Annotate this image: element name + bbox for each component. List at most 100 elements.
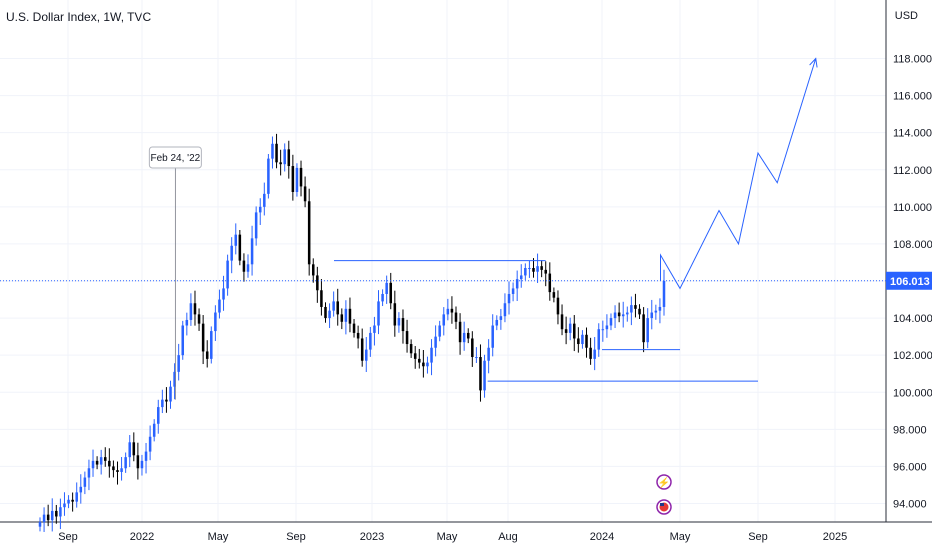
candle-body xyxy=(197,314,201,324)
candle-body xyxy=(377,301,380,326)
last-price-marker: 106.013 xyxy=(0,271,932,290)
projection-path[interactable] xyxy=(660,58,817,290)
candle-body xyxy=(185,319,189,326)
y-tick-label: 110.000 xyxy=(893,202,932,214)
candle-body xyxy=(344,308,348,322)
last-price-badge xyxy=(886,271,932,290)
x-tick-label: Sep xyxy=(58,531,78,543)
dividend-event-icon[interactable] xyxy=(656,474,672,490)
x-tick-label: May xyxy=(437,531,458,543)
y-tick-label: 100.000 xyxy=(893,387,932,399)
candle-body xyxy=(291,166,295,192)
candle-body xyxy=(124,457,127,469)
lightning-icon: ⚡ xyxy=(658,476,670,489)
candle-body xyxy=(422,362,425,367)
candle-body xyxy=(556,297,560,315)
currency-label[interactable]: USD xyxy=(894,10,918,22)
candle-body xyxy=(324,306,327,319)
candle-body xyxy=(503,303,507,317)
candle-body xyxy=(454,312,458,322)
event-icons[interactable]: ⚡ xyxy=(656,474,672,515)
annotation-label: Feb 24, '22 xyxy=(150,153,200,164)
candle-body xyxy=(662,281,666,307)
candle-body xyxy=(67,499,70,504)
candle-body xyxy=(536,266,539,272)
annotation-box[interactable] xyxy=(148,146,202,169)
candle-body xyxy=(148,436,152,452)
x-tick-label: Sep xyxy=(748,531,768,543)
candle-body xyxy=(311,264,315,276)
x-tick-label: May xyxy=(670,531,691,543)
y-tick-label: 118.000 xyxy=(893,54,932,66)
candle-body xyxy=(605,325,609,330)
candle-body xyxy=(405,331,409,345)
y-tick-label: 94.000 xyxy=(893,499,927,511)
candle-body xyxy=(630,305,633,313)
candle-body xyxy=(466,332,470,339)
candle-body xyxy=(528,268,531,270)
candle-body xyxy=(140,460,144,469)
y-tick-label: 102.000 xyxy=(893,350,932,362)
time-axis[interactable]: Sep 2022 May Sep 2023 May Aug 2024 May Sep 2025 xyxy=(58,531,847,543)
candle-body xyxy=(593,349,596,359)
candle-body xyxy=(205,351,209,359)
candle-body xyxy=(658,306,662,311)
candle-body xyxy=(275,143,278,163)
candle-body xyxy=(479,357,482,391)
candle-body xyxy=(283,149,286,165)
candle-body xyxy=(401,318,405,332)
candle-body xyxy=(385,282,388,294)
candle-body xyxy=(91,460,95,469)
candle-body xyxy=(621,314,625,317)
candle-body xyxy=(38,522,42,527)
candle-body xyxy=(320,290,323,307)
candle-body xyxy=(389,282,393,304)
candle-body xyxy=(397,318,401,326)
candle-body xyxy=(63,503,66,508)
candle-body xyxy=(250,238,254,265)
candle-body xyxy=(299,167,303,187)
candle-body xyxy=(214,312,217,332)
candle-body xyxy=(589,347,592,359)
candle-body xyxy=(120,468,123,472)
candle-body xyxy=(258,206,262,213)
candle-body xyxy=(581,334,584,345)
candle-body xyxy=(316,275,319,291)
candle-body xyxy=(132,442,136,456)
candle-body xyxy=(201,323,205,352)
candle-body xyxy=(544,269,547,274)
y-tick-label: 96.000 xyxy=(893,461,927,473)
candle-body xyxy=(193,303,197,315)
candle-body xyxy=(609,318,613,326)
candle-body xyxy=(222,288,225,300)
candle-body xyxy=(103,457,107,461)
candle-body xyxy=(413,353,417,359)
x-tick-label: Sep xyxy=(286,531,306,543)
candle-body xyxy=(71,499,74,502)
x-tick-label: May xyxy=(208,531,229,543)
x-tick-label: 2025 xyxy=(823,531,847,543)
candle-body xyxy=(144,451,148,461)
candle-body xyxy=(564,329,568,333)
drawings[interactable]: Feb 24, '22 xyxy=(148,57,818,400)
candle-body xyxy=(42,514,46,523)
candle-body xyxy=(55,510,58,517)
candle-body xyxy=(348,308,352,324)
candle-body xyxy=(507,293,511,304)
candle-body xyxy=(426,362,429,367)
candle-body xyxy=(336,301,339,315)
candle-body xyxy=(303,186,307,202)
candle-body xyxy=(356,332,360,339)
candle-body xyxy=(157,407,160,424)
candle-body xyxy=(279,162,282,165)
candle-body xyxy=(165,399,168,402)
candle-body xyxy=(75,492,78,502)
y-tick-label: 108.000 xyxy=(893,239,932,251)
candle-body xyxy=(568,323,572,333)
candle-body xyxy=(519,275,523,280)
candle-body xyxy=(585,334,588,348)
candle-body xyxy=(601,329,605,331)
candle-body xyxy=(271,143,274,159)
candle-body xyxy=(495,319,499,326)
